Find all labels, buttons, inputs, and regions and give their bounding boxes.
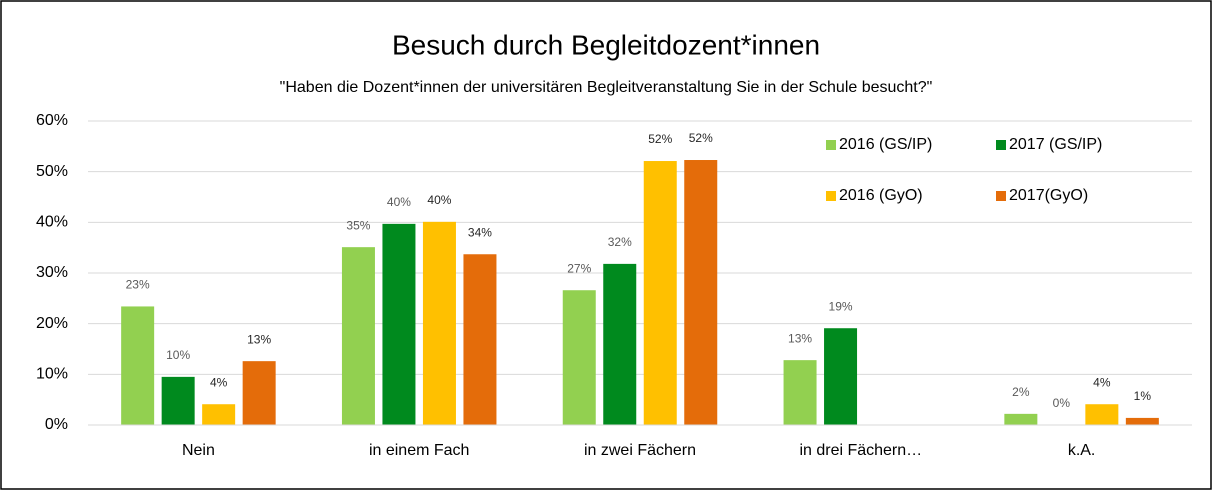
value-label: 2%: [1012, 385, 1030, 399]
bar: [1004, 413, 1038, 425]
bar: [161, 376, 195, 425]
x-tick-label: k.A.: [1068, 442, 1096, 459]
value-label: 34%: [468, 225, 492, 239]
bar: [824, 328, 858, 425]
bar: [783, 360, 817, 425]
y-tick-label: 20%: [36, 315, 68, 332]
bar: [643, 161, 677, 425]
bar: [463, 254, 497, 425]
value-label: 4%: [1093, 375, 1111, 389]
x-tick-label: in zwei Fächern: [584, 442, 696, 459]
bar: [202, 404, 236, 425]
bar: [382, 223, 416, 425]
value-label: 1%: [1134, 389, 1152, 403]
y-tick-label: 10%: [36, 366, 68, 383]
y-tick-label: 50%: [36, 163, 68, 180]
legend-label: 2016 (GyO): [839, 187, 923, 204]
value-label: 52%: [689, 131, 713, 145]
legend-label: 2017 (GS/IP): [1009, 136, 1102, 153]
bar: [1085, 404, 1119, 425]
y-tick-label: 0%: [45, 416, 68, 433]
chart-subtitle: "Haben die Dozent*innen der universitäre…: [280, 79, 933, 96]
legend-label: 2016 (GS/IP): [839, 136, 932, 153]
value-label: 0%: [1053, 396, 1071, 410]
value-label: 52%: [648, 132, 672, 146]
legend-label: 2017(GyO): [1009, 187, 1088, 204]
value-label: 40%: [427, 193, 451, 207]
bar: [684, 160, 718, 425]
legend-swatch: [826, 140, 836, 150]
value-label: 40%: [387, 195, 411, 209]
legend-swatch: [996, 140, 1006, 150]
value-label: 35%: [346, 218, 370, 232]
value-label: 32%: [608, 235, 632, 249]
y-tick-label: 60%: [36, 112, 68, 129]
x-tick-label: in drei Fächern…: [799, 442, 922, 459]
value-label: 23%: [126, 278, 150, 292]
bar: [242, 361, 276, 425]
y-tick-label: 30%: [36, 264, 68, 281]
x-tick-label: in einem Fach: [369, 442, 470, 459]
y-tick-label: 40%: [36, 214, 68, 231]
bar: [422, 221, 456, 425]
value-label: 10%: [166, 348, 190, 362]
legend-swatch: [826, 191, 836, 201]
x-tick-label: Nein: [182, 442, 215, 459]
bar: [1125, 417, 1159, 425]
bar: [603, 263, 637, 425]
value-label: 27%: [567, 261, 591, 275]
value-label: 13%: [788, 331, 812, 345]
value-label: 19%: [829, 299, 853, 313]
bar: [341, 247, 375, 425]
bar: [562, 290, 596, 425]
legend-swatch: [996, 191, 1006, 201]
value-label: 4%: [210, 375, 228, 389]
bar: [121, 306, 155, 425]
value-label: 13%: [247, 332, 271, 346]
chart-title: Besuch durch Begleitdozent*innen: [392, 29, 820, 60]
